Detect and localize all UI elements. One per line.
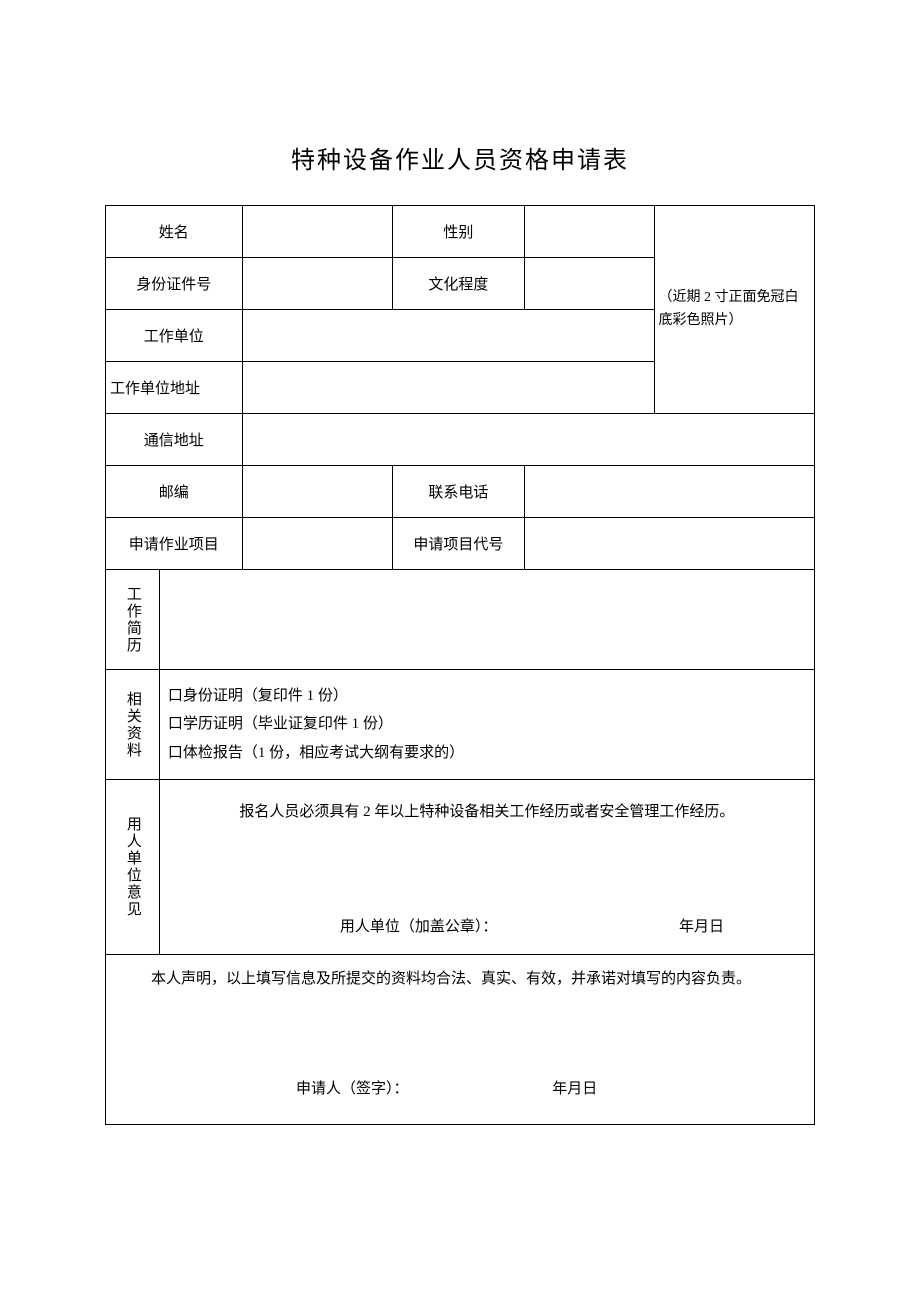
material-item-id[interactable]: 口身份证明（复印件 1 份） (168, 682, 806, 711)
form-title: 特种设备作业人员资格申请表 (105, 140, 815, 175)
input-apply-item[interactable] (242, 518, 392, 570)
label-mailing-address: 通信地址 (106, 414, 243, 466)
label-apply-item: 申请作业项目 (106, 518, 243, 570)
label-apply-code: 申请项目代号 (392, 518, 524, 570)
input-phone[interactable] (525, 466, 815, 518)
label-postcode: 邮编 (106, 466, 243, 518)
employer-date-label: 年月日 (679, 915, 724, 936)
input-id-number[interactable] (242, 258, 392, 310)
declaration-section[interactable]: 本人声明，以上填写信息及所提交的资料均合法、真实、有效，并承诺对填写的内容负责。… (106, 955, 815, 1125)
input-gender[interactable] (525, 206, 654, 258)
label-work-unit: 工作单位 (106, 310, 243, 362)
label-work-unit-address: 工作单位地址 (106, 362, 243, 414)
employer-stamp-label: 用人单位（加盖公章）： (340, 915, 498, 936)
input-postcode[interactable] (242, 466, 392, 518)
label-employer-opinion: 用人单位意见 (106, 780, 160, 955)
declaration-date-label: 年月日 (552, 1077, 597, 1103)
input-work-unit-address[interactable] (242, 362, 654, 414)
photo-placeholder[interactable]: （近期 2 寸正面免冠白底彩色照片） (654, 206, 814, 414)
label-materials: 相关资料 (106, 670, 160, 780)
input-name[interactable] (242, 206, 392, 258)
label-education: 文化程度 (392, 258, 524, 310)
application-form-table: 姓名 性别 （近期 2 寸正面免冠白底彩色照片） 身份证件号 文化程度 工作单位… (105, 205, 815, 1125)
label-phone: 联系电话 (392, 466, 524, 518)
employer-requirement-text: 报名人员必须具有 2 年以上特种设备相关工作经历或者安全管理工作经历。 (180, 800, 794, 821)
applicant-signature-label: 申请人（签字）： (296, 1077, 409, 1103)
materials-list: 口身份证明（复印件 1 份） 口学历证明（毕业证复印件 1 份） 口体检报告（1… (159, 670, 814, 780)
employer-opinion-content[interactable]: 报名人员必须具有 2 年以上特种设备相关工作经历或者安全管理工作经历。 用人单位… (159, 780, 814, 955)
material-item-medical[interactable]: 口体检报告（1 份，相应考试大纲有要求的） (168, 739, 806, 768)
label-id-number: 身份证件号 (106, 258, 243, 310)
input-work-unit[interactable] (242, 310, 654, 362)
input-apply-code[interactable] (525, 518, 815, 570)
input-resume[interactable] (159, 570, 814, 670)
input-education[interactable] (525, 258, 654, 310)
declaration-text: 本人声明，以上填写信息及所提交的资料均合法、真实、有效，并承诺对填写的内容负责。 (121, 967, 799, 993)
input-mailing-address[interactable] (242, 414, 814, 466)
label-gender: 性别 (392, 206, 524, 258)
material-item-education[interactable]: 口学历证明（毕业证复印件 1 份） (168, 710, 806, 739)
label-resume: 工作简历 (106, 570, 160, 670)
label-name: 姓名 (106, 206, 243, 258)
